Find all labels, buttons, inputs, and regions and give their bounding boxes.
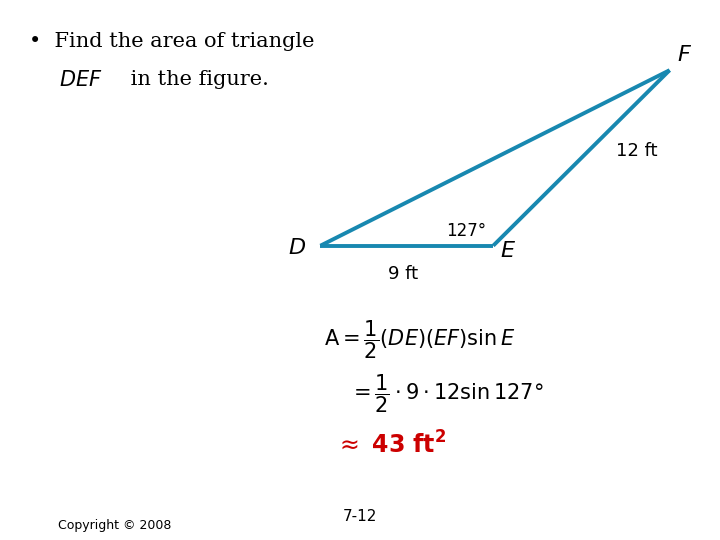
Text: $\mathrm{A} = \dfrac{1}{2}(DE)(EF)\sin E$: $\mathrm{A} = \dfrac{1}{2}(DE)(EF)\sin E… — [324, 319, 516, 361]
Text: $= \dfrac{1}{2} \cdot 9 \cdot 12\sin 127°$: $= \dfrac{1}{2} \cdot 9 \cdot 12\sin 127… — [349, 373, 544, 415]
Text: Copyright © 2008: Copyright © 2008 — [58, 519, 171, 532]
Text: 9 ft: 9 ft — [388, 265, 418, 282]
Text: 7-12: 7-12 — [343, 509, 377, 524]
Text: 12 ft: 12 ft — [616, 142, 657, 160]
Text: 127°: 127° — [446, 222, 487, 240]
Text: $F$: $F$ — [677, 45, 692, 65]
Text: •  Find the area of triangle: • Find the area of triangle — [29, 32, 315, 51]
Text: $D$: $D$ — [288, 238, 306, 259]
Text: $DEF$: $DEF$ — [59, 70, 102, 90]
Text: $\approx\ \mathbf{43\ ft^2}$: $\approx\ \mathbf{43\ ft^2}$ — [335, 432, 446, 459]
Text: in the figure.: in the figure. — [124, 70, 269, 89]
Text: $E$: $E$ — [500, 241, 516, 261]
